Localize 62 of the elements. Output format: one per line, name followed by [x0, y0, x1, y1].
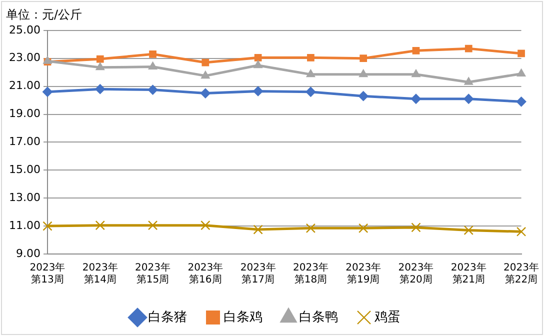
point — [358, 91, 368, 102]
y-tick-label: 13.00 — [8, 190, 40, 204]
point — [306, 86, 316, 97]
point — [464, 77, 474, 85]
y-tick-label: 9.00 — [16, 246, 40, 260]
point — [411, 222, 421, 232]
point — [200, 220, 210, 230]
point — [516, 68, 526, 76]
point — [358, 223, 368, 233]
point — [42, 221, 52, 231]
point — [148, 62, 158, 70]
point — [95, 220, 105, 230]
point — [410, 94, 421, 104]
point — [95, 84, 106, 94]
point — [412, 46, 420, 54]
y-tick-label: 17.00 — [8, 135, 40, 148]
point — [42, 86, 52, 97]
point — [149, 50, 156, 58]
point — [516, 226, 526, 236]
point — [516, 96, 526, 107]
point — [148, 220, 158, 230]
point — [464, 94, 474, 104]
point — [148, 84, 158, 95]
point — [360, 54, 368, 62]
legend-label: 白条猪 — [148, 310, 187, 325]
point — [358, 69, 368, 78]
y-tick-label: 21.00 — [8, 79, 40, 92]
point — [201, 70, 210, 79]
x-tick-label: 2023年第16周 — [188, 262, 224, 286]
point — [202, 58, 210, 66]
legend-label: 鸡蛋 — [374, 310, 400, 325]
y-tick-label: 23.00 — [8, 51, 40, 64]
point — [200, 88, 210, 98]
y-tick-label: 25.00 — [8, 23, 40, 36]
x-tick-label: 2023年第14周 — [82, 262, 118, 286]
point — [412, 69, 420, 78]
point — [254, 60, 262, 68]
point — [518, 50, 525, 58]
point — [306, 223, 316, 233]
y-tick-label: 15.00 — [8, 163, 40, 176]
y-tick-label: 11.00 — [8, 218, 40, 232]
point — [306, 69, 316, 78]
point — [307, 54, 314, 62]
x-tick-label: 2023年第21周 — [450, 262, 486, 286]
x-tick-label: 2023年第19周 — [346, 262, 382, 286]
point — [464, 225, 474, 236]
point — [96, 55, 104, 63]
point — [253, 86, 264, 96]
x-tick-label: 2023年第22周 — [504, 262, 539, 286]
point — [96, 62, 105, 70]
chart-title: 单位：元/公斤 — [6, 7, 82, 22]
point — [254, 54, 262, 62]
point — [464, 44, 472, 52]
x-tick-label: 2023年第17周 — [240, 262, 276, 286]
legend-label: 白条鸭 — [299, 310, 338, 325]
y-tick-label: 19.00 — [8, 107, 40, 120]
x-tick-label: 2023年第13周 — [30, 262, 66, 286]
x-tick-label: 2023年第15周 — [135, 262, 171, 286]
point — [253, 224, 263, 234]
x-tick-label: 2023年第18周 — [292, 262, 328, 286]
x-tick-label: 2023年第20周 — [398, 262, 434, 286]
legend-label: 白条鸡 — [224, 310, 262, 325]
